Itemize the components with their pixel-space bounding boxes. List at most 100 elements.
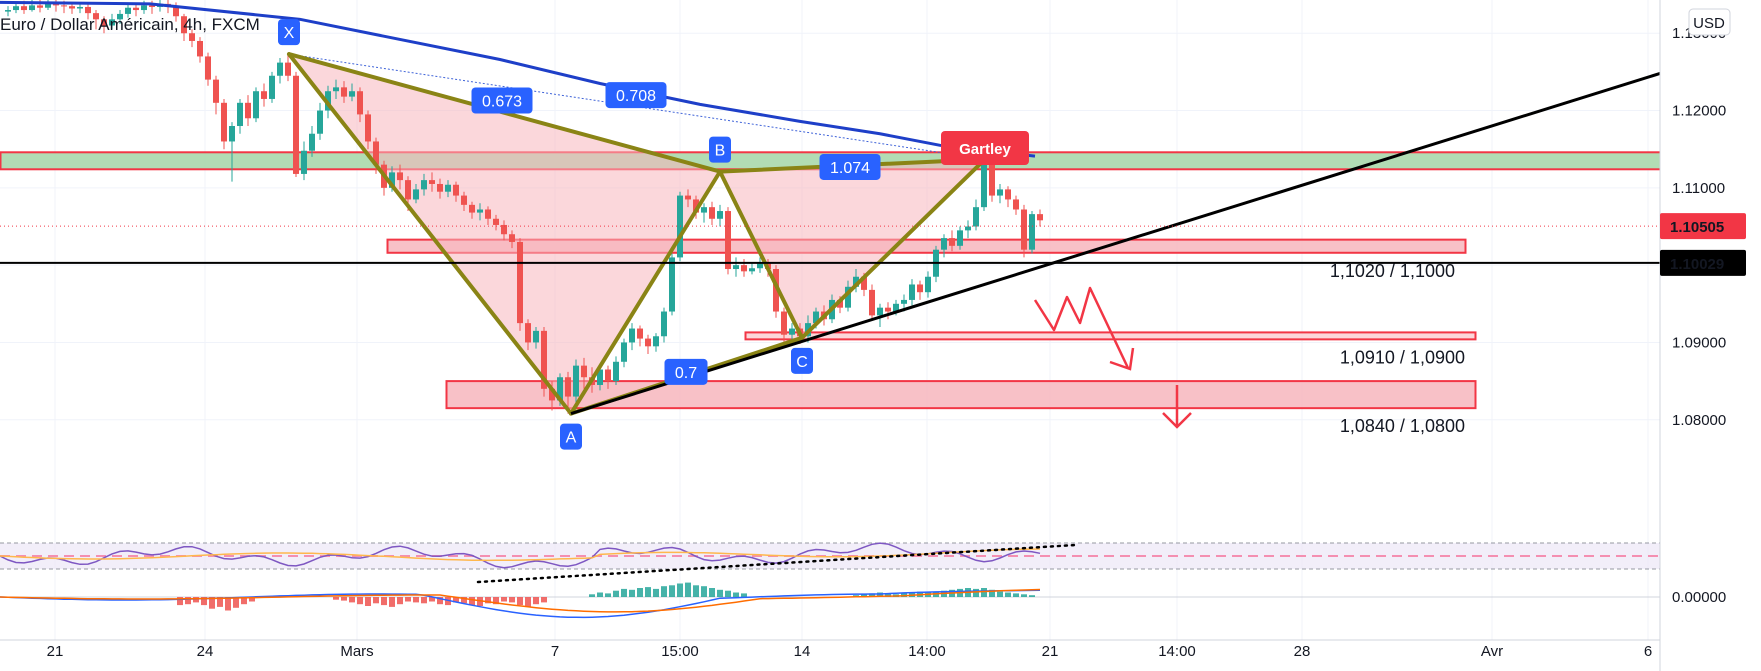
macd-histogram-bar — [661, 586, 667, 597]
candle-body — [389, 172, 395, 188]
candle-body — [405, 180, 411, 200]
candle-body — [645, 338, 651, 347]
macd-histogram-bar — [469, 597, 475, 606]
candle-body — [117, 13, 123, 20]
candle-body — [845, 286, 851, 308]
candle-body — [349, 91, 355, 97]
candle-body — [661, 311, 667, 337]
macd-histogram-bar — [525, 597, 531, 607]
candle-body — [277, 62, 283, 76]
candle-body — [533, 330, 539, 343]
candle-body — [53, 3, 59, 6]
candle-body — [421, 180, 427, 190]
macd-histogram-bar — [485, 597, 491, 604]
trend-line — [570, 72, 1661, 416]
ratio-label: 1.074 — [830, 160, 870, 177]
price-tag-bg — [1660, 213, 1746, 240]
candle-body — [213, 79, 219, 103]
candle-body — [429, 180, 435, 184]
macd-histogram-bar — [533, 597, 539, 605]
time-tick-label: 24 — [197, 643, 214, 660]
macd-histogram-bar — [709, 588, 715, 597]
candle-body — [477, 209, 483, 213]
candle-body — [173, 6, 179, 17]
macd-histogram-bar — [597, 592, 603, 597]
candle-body — [773, 269, 779, 312]
macd-histogram-bar — [225, 597, 231, 611]
candle-body — [749, 268, 755, 272]
macd-histogram-bar — [397, 597, 403, 605]
macd-histogram-bar — [613, 590, 619, 597]
candle-body — [469, 204, 475, 213]
candle-body — [1013, 199, 1019, 210]
candle-body — [317, 110, 323, 134]
price-tick-label: 1.12000 — [1672, 103, 1726, 120]
macd-histogram-bar — [405, 597, 411, 602]
macd-histogram-bar — [973, 588, 979, 597]
ratio-badge — [819, 153, 881, 180]
macd-histogram-bar — [421, 597, 427, 604]
candle-body — [61, 5, 67, 7]
macd-histogram-bar — [685, 582, 691, 597]
dotted-ratio-line — [288, 53, 986, 160]
candle-body — [269, 75, 275, 99]
candle-body — [205, 56, 211, 80]
zone-label-3: 1,0840 / 1,0800 — [1340, 416, 1465, 436]
candle-body — [733, 265, 739, 270]
candle-body — [877, 307, 883, 316]
candle-body — [997, 189, 1003, 196]
candle-body — [301, 150, 307, 174]
pattern-point-label: A — [566, 430, 577, 447]
pattern-fill-bcd — [720, 159, 985, 338]
pattern-point-badge — [709, 136, 731, 163]
candle-body — [949, 238, 955, 246]
candle-body — [725, 211, 731, 270]
macd-histogram-bar — [693, 585, 699, 597]
macd-histogram-bar — [177, 597, 183, 606]
candle-body — [29, 5, 35, 11]
candle-body — [1021, 209, 1027, 250]
price-tag-bg — [1660, 249, 1746, 276]
candle-body — [485, 209, 491, 219]
zone-3 — [445, 380, 1477, 410]
time-tick-label: Avr — [1481, 643, 1503, 660]
candle-body — [357, 91, 363, 115]
time-tick-label: 7 — [551, 643, 559, 660]
macd-histogram-bar — [477, 597, 483, 606]
pattern-point-label: B — [715, 143, 726, 160]
ratio-badge — [471, 87, 533, 114]
pattern-name-badge — [941, 131, 1029, 165]
macd-histogram-bar — [453, 597, 459, 603]
macd-histogram-bar — [701, 586, 707, 597]
candle-body — [885, 307, 891, 312]
macd-histogram-bar — [241, 597, 247, 605]
candle-body — [621, 342, 627, 362]
candle-body — [893, 303, 899, 312]
candle-body — [981, 164, 987, 208]
candle-body — [453, 184, 459, 196]
macd-histogram-bar — [493, 597, 499, 605]
zigzag-arrowhead — [1109, 347, 1135, 371]
candle-body — [909, 284, 915, 300]
candle-body — [85, 6, 91, 14]
price-tag-label: 1.10029 — [1670, 256, 1724, 273]
currency-badge — [1688, 8, 1731, 36]
macd-histogram-bar — [357, 597, 363, 605]
candle-body — [717, 211, 723, 219]
candle-body — [709, 207, 715, 219]
macd-histogram-bar — [1021, 594, 1027, 597]
macd-histogram-bar — [249, 597, 255, 602]
macd-histogram-bar — [653, 588, 659, 597]
macd-histogram-bar — [193, 597, 199, 603]
macd-histogram-bar — [621, 588, 627, 597]
candle-body — [813, 311, 819, 324]
macd-histogram-bar — [185, 597, 191, 605]
time-tick-label: 14:00 — [908, 643, 946, 660]
macd-histogram-bar — [1013, 593, 1019, 597]
candle-body — [741, 265, 747, 272]
macd-histogram-bar — [217, 597, 223, 607]
down-arrow-head — [1162, 412, 1192, 429]
candle-body — [693, 199, 699, 213]
macd-histogram-bar — [349, 597, 355, 603]
